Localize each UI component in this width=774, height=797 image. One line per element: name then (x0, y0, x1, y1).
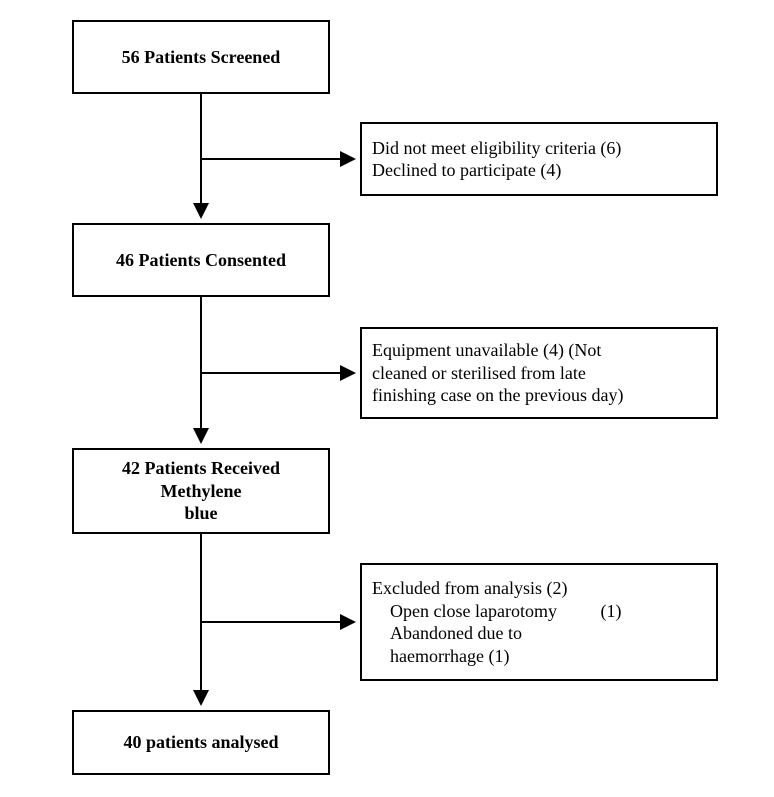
node-excl3-sub1-label: Open close laparotomy (390, 601, 557, 621)
node-excl1-line1: Did not meet eligibility criteria (6) (372, 137, 621, 160)
node-excl1-line2: Declined to participate (4) (372, 159, 561, 182)
node-excl3-sub3: haemorrhage (1) (372, 645, 509, 668)
node-analysed-label: 40 patients analysed (123, 731, 278, 754)
node-screened-label: 56 Patients Screened (122, 46, 281, 69)
node-excl3-sub1-count: (1) (581, 600, 621, 623)
node-excl3: Excluded from analysis (2) Open close la… (360, 563, 718, 681)
node-excl1: Did not meet eligibility criteria (6) De… (360, 122, 718, 196)
node-methylene: 42 Patients Received Methylene blue (72, 448, 330, 534)
node-excl2: Equipment unavailable (4) (Not cleaned o… (360, 327, 718, 419)
node-consented-label: 46 Patients Consented (116, 249, 286, 272)
node-excl2-line3: finishing case on the previous day) (372, 384, 623, 407)
node-methylene-line2: blue (184, 502, 217, 525)
node-analysed: 40 patients analysed (72, 710, 330, 775)
node-consented: 46 Patients Consented (72, 223, 330, 297)
flowchart-canvas: 56 Patients Screened 46 Patients Consent… (0, 0, 774, 797)
node-screened: 56 Patients Screened (72, 20, 330, 94)
node-methylene-line1: 42 Patients Received Methylene (84, 457, 318, 502)
node-excl3-title: Excluded from analysis (2) (372, 577, 567, 600)
node-excl2-line1: Equipment unavailable (4) (Not (372, 339, 601, 362)
node-excl3-sub1: Open close laparotomy (1) (372, 600, 621, 623)
node-excl2-line2: cleaned or sterilised from late (372, 362, 586, 385)
node-excl3-sub2: Abandoned due to (372, 622, 522, 645)
